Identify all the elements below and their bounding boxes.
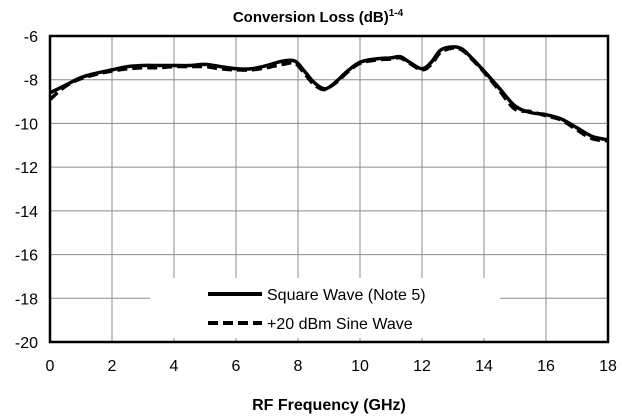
y-tick-label: -6 (24, 29, 38, 46)
legend-background (150, 278, 500, 338)
y-tick-label: -20 (15, 335, 38, 352)
x-tick-label: 0 (46, 358, 55, 375)
series-line-square-wave (49, 45, 609, 142)
plot-area-border (48, 34, 610, 344)
series-layer (48, 45, 609, 143)
x-tick-label: 6 (232, 358, 241, 375)
x-tick-label: 10 (351, 358, 369, 375)
x-axis-title: RF Frequency (GHz) (252, 397, 406, 414)
x-tick-label: 12 (413, 358, 431, 375)
x-tick-label: 4 (170, 358, 179, 375)
y-tick-label: -10 (15, 116, 38, 133)
y-axis-tick-labels: -6 -8 -10 -12 -14 -16 -18 -20 (15, 29, 38, 352)
x-tick-label: 8 (294, 358, 303, 375)
x-tick-label: 16 (537, 358, 555, 375)
chart-title-superscript: 1-4 (389, 8, 404, 19)
x-tick-label: 2 (108, 358, 117, 375)
x-axis-tick-labels: 0 2 4 6 8 10 12 14 16 18 (46, 358, 617, 375)
legend-label-sine-wave: +20 dBm Sine Wave (267, 316, 413, 333)
legend-label-square-wave: Square Wave (Note 5) (267, 287, 426, 304)
y-tick-label: -16 (15, 248, 38, 265)
x-tick-label: 14 (475, 358, 493, 375)
y-tick-label: -14 (15, 204, 38, 221)
y-tick-label: -8 (24, 73, 38, 90)
legend: Square Wave (Note 5) +20 dBm Sine Wave (150, 278, 500, 338)
y-tick-label: -12 (15, 160, 38, 177)
chart-title: Conversion Loss (dB)1-4 (233, 8, 404, 26)
y-tick-label: -18 (15, 291, 38, 308)
chart-title-main: Conversion Loss (dB) (233, 9, 389, 26)
x-tick-label: 18 (599, 358, 617, 375)
